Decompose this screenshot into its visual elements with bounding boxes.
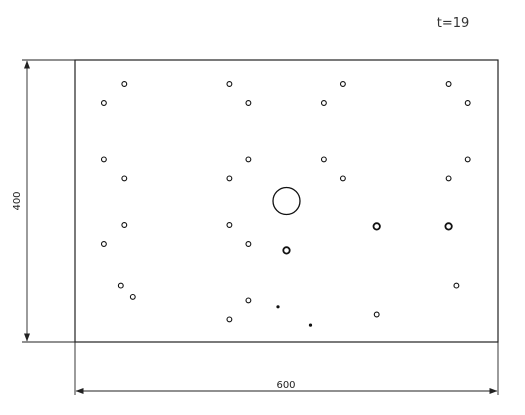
hole: [100, 241, 107, 247]
hole: [464, 100, 471, 106]
hole: [129, 293, 136, 300]
hole: [100, 100, 107, 106]
hole: [445, 175, 452, 182]
hole: [464, 156, 471, 163]
hole: [226, 175, 233, 182]
hole: [320, 100, 327, 106]
hole: [339, 175, 346, 182]
hole-pattern: [100, 81, 471, 327]
plate-outline: [74, 59, 499, 343]
hole: [226, 316, 233, 323]
hole: [121, 175, 128, 182]
hole: [245, 241, 252, 247]
hole: [320, 156, 327, 163]
thickness-label: t=19: [437, 16, 470, 31]
hole: [245, 156, 252, 163]
hole: [282, 246, 291, 255]
hole: [100, 156, 107, 163]
hole: [444, 222, 453, 231]
width-label: 600: [276, 380, 295, 391]
hole: [121, 222, 128, 228]
marker-dot: [276, 305, 280, 309]
marker-dot: [308, 323, 313, 327]
height-label: 400: [12, 191, 23, 210]
height-dimension: 400: [12, 59, 75, 343]
hole: [445, 81, 452, 87]
hole: [245, 100, 252, 106]
hole: [226, 81, 233, 87]
large-hole: [272, 186, 301, 216]
hole: [372, 222, 381, 231]
hole: [117, 282, 124, 289]
hole: [453, 282, 460, 289]
hole: [245, 297, 252, 304]
hole: [339, 81, 346, 87]
hole: [226, 222, 233, 228]
width-dimension: 600: [74, 342, 499, 395]
hole: [373, 311, 380, 318]
hole: [121, 81, 128, 87]
